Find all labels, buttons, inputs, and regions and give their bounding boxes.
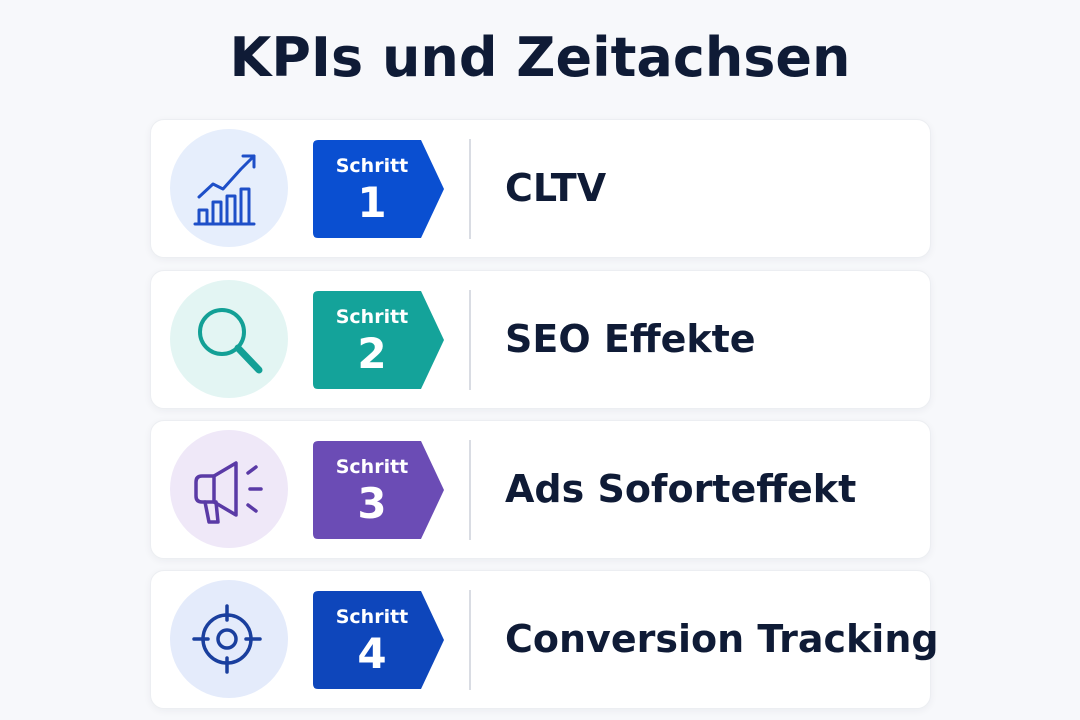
step-card-3: Schritt 3 Ads Soforteffekt [150,420,931,559]
badge-shape [313,591,444,689]
step-badge: Schritt 4 [313,591,444,689]
step-badge: Schritt 2 [313,291,444,389]
badge-shape [313,140,444,238]
step-card-4: Schritt 4 Conversion Tracking [150,570,939,709]
badge-label: Schritt [335,306,409,328]
divider [469,440,471,540]
page-title: KPIs und Zeitachsen [229,26,851,89]
icon-circle [170,280,288,398]
badge-label: Schritt [335,155,409,177]
step-title: SEO Effekte [505,317,756,361]
icon-circle [170,129,288,247]
badge-label: Schritt [335,606,409,628]
badge-shape [313,291,444,389]
megaphone-icon [194,461,263,524]
step-badge: Schritt 1 [313,140,444,238]
target-icon [192,604,262,674]
step-badge: Schritt 3 [313,441,444,539]
step-card-2: Schritt 2 SEO Effekte [150,270,931,409]
step-number: 2 [357,329,387,378]
badge-label: Schritt [335,456,409,478]
step-number: 3 [357,479,387,528]
magnifier-icon [198,308,263,374]
step-card-1: Schritt 1 CLTV [150,119,931,258]
step-number: 1 [357,178,387,227]
step-title: Conversion Tracking [505,617,939,661]
divider [469,590,471,690]
step-title: CLTV [505,166,607,210]
step-title: Ads Soforteffekt [505,467,857,511]
growth-chart-icon [193,154,256,226]
badge-shape [313,441,444,539]
divider [469,290,471,390]
step-number: 4 [357,629,387,678]
icon-circle [170,430,288,548]
icon-circle [170,580,288,698]
divider [469,139,471,239]
